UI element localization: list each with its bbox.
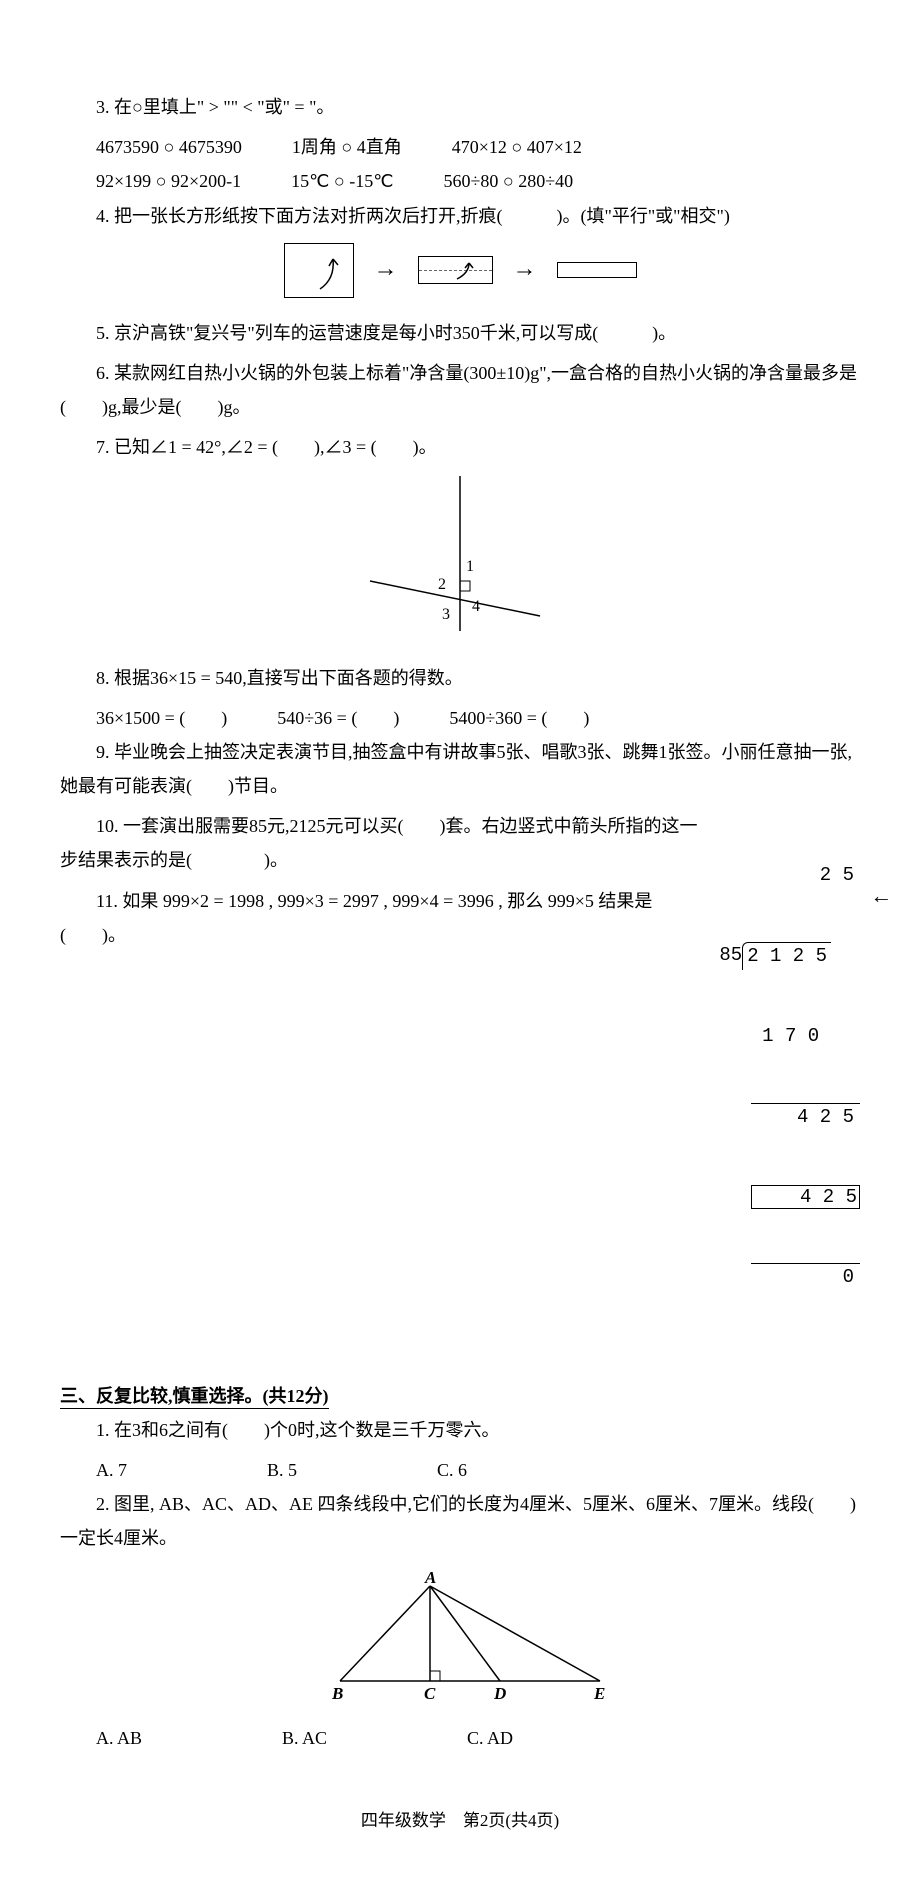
fold-diagram: → → (60, 243, 860, 298)
q3-row1: 4673590 ○ 4675390 1周角 ○ 4直角 470×12 ○ 407… (96, 130, 860, 164)
section3-title: 三、反复比较,慎重选择。(共12分) (60, 1379, 860, 1413)
s3q2-b: B. AC (282, 1721, 327, 1755)
q3-r2-3: 560÷80 ○ 280÷40 (443, 164, 573, 198)
s3q1-b: B. 5 (267, 1453, 297, 1487)
angle-label-3: 3 (442, 606, 450, 623)
q8-stem: 8. 根据36×15 = 540,直接写出下面各题的得数。 (60, 661, 860, 695)
angle-label-1: 1 (466, 558, 474, 575)
q5-stem: 5. 京沪高铁"复兴号"列车的运营速度是每小时350千米,可以写成( )。 (60, 316, 860, 350)
q4-stem: 4. 把一张长方形纸按下面方法对折两次后打开,折痕( )。(填"平行"或"相交"… (60, 199, 860, 233)
q8-i2: 540÷36 = ( ) (277, 701, 399, 735)
q3-row2: 92×199 ○ 92×200-1 15℃ ○ -15℃ 560÷80 ○ 28… (96, 164, 860, 198)
q10-stem: 10. 一套演出服需要85元,2125元可以买( )套。右边竖式中箭头所指的这一… (60, 809, 699, 877)
q8-i1: 36×1500 = ( ) (96, 701, 227, 735)
angle-diagram: 1 2 3 4 (60, 471, 860, 641)
arrow-icon: → (374, 247, 398, 293)
s3q2-options: A. AB B. AC C. AD (96, 1721, 860, 1755)
q6-stem: 6. 某款网红自热小火锅的外包装上标着"净含量(300±10)g",一盒合格的自… (60, 356, 860, 424)
s3q2-stem: 2. 图里, AB、AC、AD、AE 四条线段中,它们的长度为4厘米、5厘米、6… (60, 1487, 860, 1555)
div-step1: 1 7 0 (719, 1023, 860, 1050)
svg-text:A: A (424, 1571, 436, 1587)
s3q2-a: A. AB (96, 1721, 142, 1755)
fold-arc-icon (419, 257, 494, 285)
q9-stem: 9. 毕业晚会上抽签决定表演节目,抽签盒中有讲故事5张、唱歌3张、跳舞1张签。小… (60, 735, 860, 803)
angle-label-2: 2 (438, 576, 446, 593)
q3-r1-2: 1周角 ○ 4直角 (292, 130, 402, 164)
div-step3: 4 2 5 (751, 1185, 860, 1209)
q3-r1-3: 470×12 ○ 407×12 (452, 130, 582, 164)
div-remainder: 0 (751, 1263, 860, 1291)
svg-text:B: B (331, 1684, 343, 1701)
div-dividend: 2 1 2 5 (742, 942, 831, 970)
svg-text:D: D (493, 1684, 506, 1701)
s3q1-c: C. 6 (437, 1453, 467, 1487)
triangle-svg: A B C D E (290, 1571, 630, 1701)
s3q1-options: A. 7 B. 5 C. 6 (96, 1453, 860, 1487)
arrow-icon: → (513, 247, 537, 293)
q7-stem: 7. 已知∠1 = 42°,∠2 = ( ),∠3 = ( )。 (60, 430, 860, 464)
div-quotient: 2 5 (719, 862, 860, 889)
div-step2: 4 2 5 (751, 1103, 860, 1131)
fold-arc-icon (285, 244, 355, 299)
q3-r2-1: 92×199 ○ 92×200-1 (96, 164, 241, 198)
q3-r1-1: 4673590 ○ 4675390 (96, 130, 242, 164)
svg-text:C: C (424, 1684, 436, 1701)
triangle-diagram: A B C D E (60, 1571, 860, 1701)
page-footer: 四年级数学 第2页(共4页) (60, 1805, 860, 1837)
s3q1-stem: 1. 在3和6之间有( )个0时,这个数是三千万零六。 (60, 1413, 860, 1447)
angle-label-4: 4 (472, 598, 480, 615)
angle-svg: 1 2 3 4 (360, 471, 560, 641)
s3q1-a: A. 7 (96, 1453, 127, 1487)
pointer-arrow-icon: ← (875, 883, 888, 914)
q8-i3: 5400÷360 = ( ) (449, 701, 589, 735)
s3q2-c: C. AD (467, 1721, 513, 1755)
q3-stem: 3. 在○里填上" > "" < "或" = "。 (60, 90, 860, 124)
div-divisor: 85 (719, 942, 742, 970)
svg-text:E: E (593, 1684, 605, 1701)
q3-r2-2: 15℃ ○ -15℃ (291, 164, 393, 198)
long-division: 2 5 85 2 1 2 5 1 7 0 4 2 5 4 2 5 0 ← (719, 809, 860, 1370)
q8-items: 36×1500 = ( ) 540÷36 = ( ) 5400÷360 = ( … (96, 701, 860, 735)
q11-stem: 11. 如果 999×2 = 1998 , 999×3 = 2997 , 999… (60, 884, 699, 952)
